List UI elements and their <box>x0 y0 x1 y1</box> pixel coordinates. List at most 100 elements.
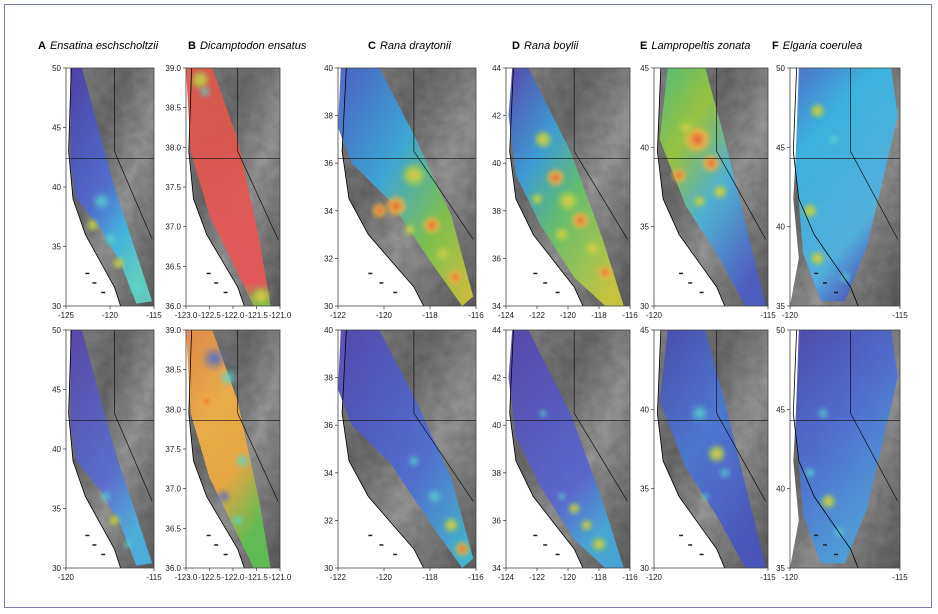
island <box>223 553 228 556</box>
hotspot-marker <box>198 85 212 99</box>
hotspot-marker <box>422 215 442 235</box>
island <box>679 272 684 275</box>
y-tick-label: 45 <box>776 143 785 152</box>
x-tick-label: -120 <box>646 573 663 582</box>
x-tick-label: -118 <box>422 311 438 320</box>
hotspot-marker <box>530 192 544 206</box>
x-tick-label: -116 <box>622 311 638 320</box>
hotspot-marker <box>693 194 706 208</box>
y-tick-label: 34 <box>492 302 501 311</box>
island <box>823 282 827 284</box>
prediction-surface <box>795 68 898 302</box>
panel-title-f: F Elgaria coerulea <box>772 40 863 52</box>
island <box>543 282 548 284</box>
hotspot-marker <box>671 167 688 184</box>
hotspot-marker <box>128 279 145 295</box>
state-boundary <box>850 68 899 240</box>
panel-frame <box>789 329 901 569</box>
ocean-area <box>654 68 725 306</box>
state-boundary <box>237 330 279 502</box>
y-tick-label: 34 <box>492 564 501 573</box>
hotspot-marker <box>591 536 607 553</box>
island <box>533 272 538 275</box>
hotspot-marker <box>707 444 727 464</box>
state-boundary <box>716 68 767 240</box>
y-tick-label: 37.5 <box>165 445 181 454</box>
y-tick-label: 45 <box>640 326 649 335</box>
hotspot-marker <box>546 167 566 188</box>
y-tick-label: 42 <box>492 374 501 383</box>
coastline <box>68 68 121 306</box>
coastline <box>792 330 859 568</box>
island <box>699 553 704 556</box>
ocean-area <box>506 68 583 306</box>
state-boundary <box>573 68 628 240</box>
x-tick-label: -116 <box>622 573 638 582</box>
x-tick-label: -120 <box>58 573 75 582</box>
panel-frame <box>789 67 901 307</box>
y-tick-label: 40 <box>640 405 649 414</box>
x-tick-label: -122.0 <box>222 311 245 320</box>
island <box>379 544 384 546</box>
island <box>379 282 384 284</box>
state-boundary <box>850 330 899 502</box>
island <box>85 272 90 275</box>
y-tick-label: 30 <box>52 564 61 573</box>
hotspot-marker <box>371 202 388 219</box>
prediction-surface <box>70 330 153 566</box>
panel-frame <box>653 67 769 307</box>
ocean-area <box>186 68 245 306</box>
hotspot-marker <box>122 539 133 549</box>
state-boundary <box>573 330 628 502</box>
x-tick-label: -120 <box>782 573 799 582</box>
hotspot-marker <box>553 226 570 243</box>
y-tick-label: 30 <box>52 302 61 311</box>
x-tick-label: -125 <box>58 311 75 320</box>
hotspot-marker <box>597 264 614 281</box>
y-tick-label: 50 <box>776 64 785 73</box>
map-panel-3-1: 44 42 40 38 36 34-124 -122 -120 -118 -116 <box>492 326 638 582</box>
island <box>368 272 373 275</box>
y-tick-label: 30 <box>324 302 333 311</box>
x-tick-label: -118 <box>422 573 438 582</box>
y-tick-label: 45 <box>776 405 785 414</box>
x-tick-label: -116 <box>468 311 484 320</box>
panel-title-c: C Rana draytonii <box>368 40 451 52</box>
island <box>688 544 693 546</box>
hotspot-marker <box>677 119 694 136</box>
x-tick-label: -123.0 <box>175 573 198 582</box>
state-boundary <box>114 68 153 240</box>
coastline <box>188 68 245 306</box>
x-tick-label: -122 <box>529 573 546 582</box>
y-tick-label: 38.0 <box>165 405 181 414</box>
hotspot-marker <box>218 368 238 388</box>
ocean-area <box>790 330 801 568</box>
prediction-surface <box>508 330 624 568</box>
island <box>214 544 219 546</box>
y-tick-label: 37.5 <box>165 183 181 192</box>
island <box>834 553 838 556</box>
prediction-surface <box>186 68 271 306</box>
y-tick-label: 45 <box>52 386 61 395</box>
island <box>679 534 684 537</box>
map-panel-3-0: 44 42 40 38 36 34-124 -122 -120 -118 -116 <box>492 64 638 320</box>
x-tick-label: -121.0 <box>269 311 292 320</box>
hotspot-marker <box>820 493 837 510</box>
y-tick-label: 40 <box>776 485 785 494</box>
coastline <box>341 330 424 568</box>
x-tick-label: -115 <box>146 311 162 320</box>
panel-title-d: D Rana boylii <box>512 40 579 52</box>
island <box>688 282 693 284</box>
hotspot-marker <box>712 183 729 200</box>
hotspot-marker <box>803 466 817 480</box>
prediction-surface <box>338 330 474 568</box>
hotspot-marker <box>434 245 451 262</box>
y-tick-label: 36 <box>492 254 501 263</box>
y-tick-label: 38 <box>324 112 333 121</box>
prediction-surface <box>186 330 271 568</box>
y-tick-label: 37.0 <box>165 485 181 494</box>
hotspot-marker <box>198 393 215 410</box>
island <box>834 291 838 294</box>
coastline <box>792 68 859 306</box>
y-tick-label: 34 <box>324 207 333 216</box>
